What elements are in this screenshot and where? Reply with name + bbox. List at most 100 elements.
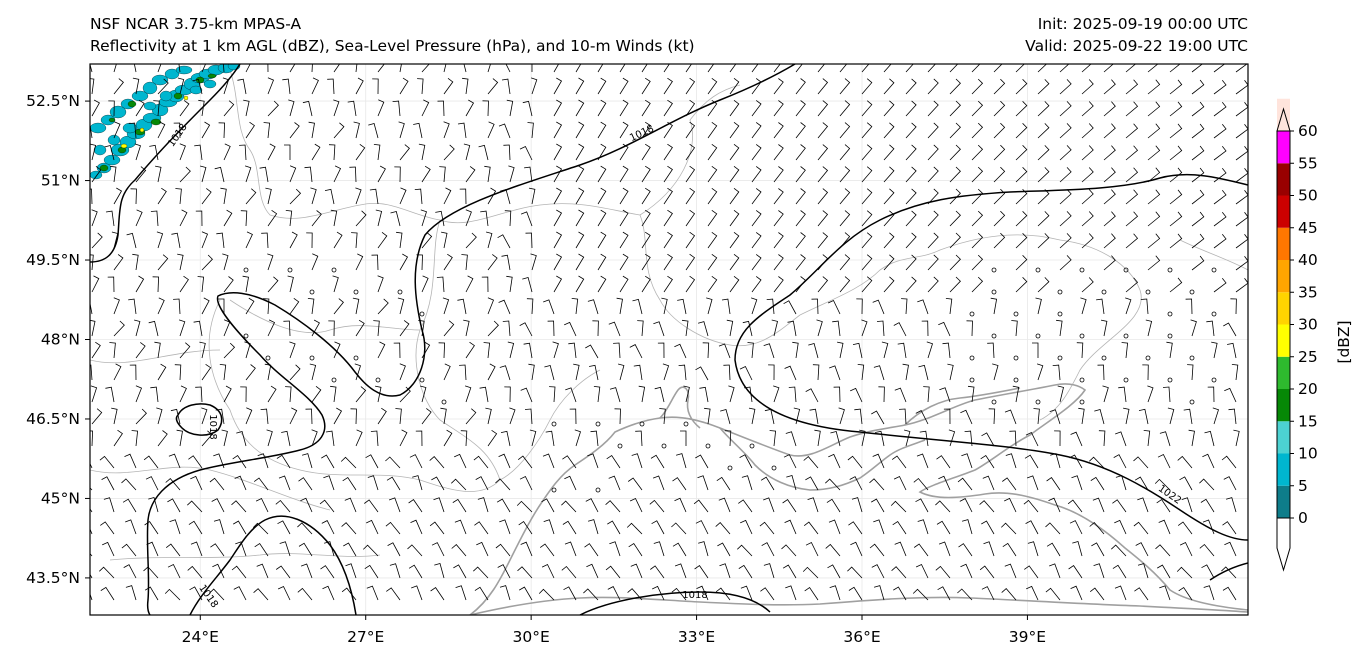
echo-cell [107,134,121,146]
wind-barb [720,409,731,425]
wind-barb [1207,386,1215,403]
wind-barb [872,299,885,315]
wind-barb [619,143,629,161]
wind-barb [113,187,123,205]
wind-barb [723,364,731,381]
wind-barb [397,297,405,315]
wind-barb [90,430,94,447]
wind-barb [1169,101,1183,117]
wind-barb [1046,477,1061,491]
wind-barb [109,342,116,359]
wind-barb [1103,79,1116,95]
wind-barb [1118,386,1127,403]
wind-barb [883,210,895,227]
wind-barb [1015,167,1028,183]
wind-barb [502,320,511,337]
wind-barb [1012,385,1020,403]
wind-barb [386,476,401,491]
wind-barb [442,297,450,315]
wind-barb [856,298,863,315]
wind-barb [597,187,607,205]
wind-barb [259,166,269,183]
wind-barb [157,254,169,271]
wind-barb [340,456,357,469]
wind-barb [829,365,841,381]
wind-barb [1125,189,1139,205]
wind-barb [1036,363,1044,381]
wind-barb [990,297,998,315]
wind-barb [498,123,511,139]
wind-barb [91,408,103,425]
wind-barb [285,386,292,403]
wind-barb [586,563,599,579]
wind-barb [399,386,411,403]
wind-barb [541,563,555,579]
wind-barb [814,429,821,447]
wind-barb [474,586,489,601]
wind-barb [1223,476,1237,491]
wind-barb [1103,64,1114,73]
wind-barb [608,475,621,491]
wind-barb [1138,408,1149,425]
wind-barb [702,342,710,359]
colorbar-band [1277,131,1290,164]
wind-barb [113,254,124,271]
wind-barb [135,408,147,425]
echo-core [173,92,183,100]
wind-barb [392,100,401,117]
wind-barb [937,586,951,601]
wind-barb [528,363,535,381]
wind-barb [597,64,604,73]
colorbar-label: [dBZ] [1335,320,1353,363]
wind-barb [695,366,709,381]
wind-barb [685,64,693,73]
wind-barb [861,64,870,73]
wind-barb [1162,386,1171,403]
wind-barb [1015,101,1028,117]
wind-barb [891,566,907,579]
wind-barb [1134,587,1149,601]
border-line [1179,239,1248,271]
wind-barb [1072,541,1083,557]
wind-barb [1179,541,1193,557]
wind-barb [1081,189,1094,205]
echo-peak [139,127,145,133]
wind-barb [1081,123,1094,139]
wind-barb [893,322,907,337]
wind-barb [267,64,269,73]
wind-barb [729,209,740,227]
wind-barb [917,519,929,535]
wind-barb [706,297,713,315]
wind-barb [805,541,819,557]
isobar-1018-central [414,64,796,331]
wind-barb [812,364,820,381]
wind-barb [707,209,718,227]
wind-barb [901,298,908,315]
wind-barb [476,541,489,557]
wind-barb [1213,64,1226,73]
wind-barb [553,77,563,95]
wind-barb [148,497,159,513]
wind-barb [311,253,319,271]
wind-barb [385,521,401,535]
wind-barb [915,563,929,579]
wind-barb [480,210,489,227]
wind-barb [1213,167,1227,183]
wind-barb [633,364,643,381]
calm-wind-marker [1057,355,1063,361]
wind-barb [1035,297,1042,315]
wind-barb [1098,430,1106,447]
calm-wind-marker [419,311,425,317]
wind-barb [267,77,275,95]
wind-barb [483,342,491,359]
wind-barb [905,78,917,95]
wind-barb [575,231,585,249]
wind-barb [861,188,873,205]
wind-barb [506,99,514,117]
wind-barb [657,342,665,359]
wind-barb [672,542,687,557]
wind-barb [328,144,336,161]
colorbar-tick-label: 25 [1298,348,1318,366]
wind-barb [699,386,709,403]
wind-barb [627,588,643,601]
